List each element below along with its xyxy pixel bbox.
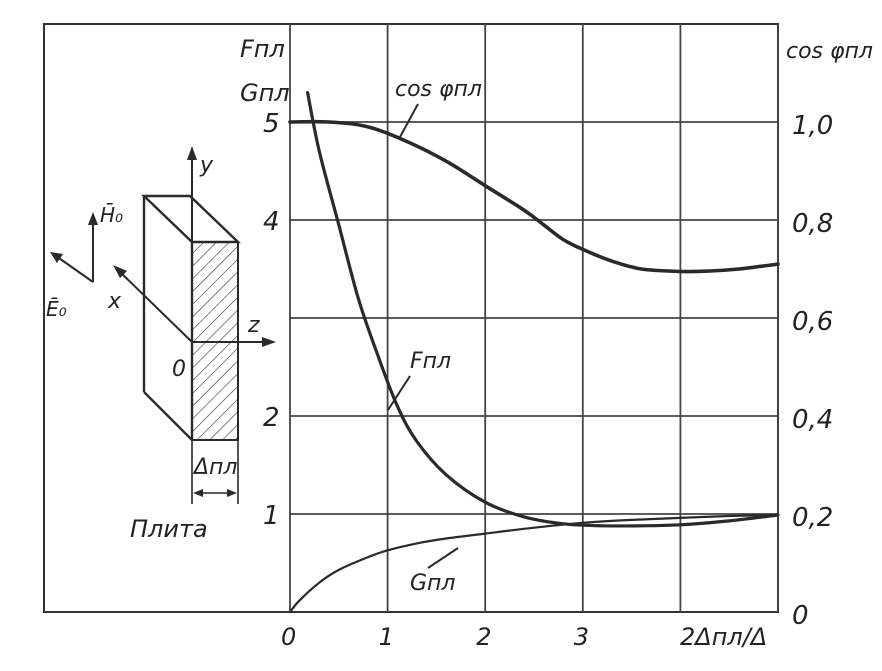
e-vector-line — [55, 255, 94, 283]
series-label-cos-leader — [399, 103, 419, 138]
slab-bottom-edge — [143, 391, 193, 441]
x-axis-arrowhead — [113, 265, 127, 278]
left-axis-label-f: Fпл — [240, 35, 285, 63]
thickness-arrow-right — [227, 489, 237, 497]
origin-label: 0 — [172, 357, 186, 382]
e-vector-arrowhead — [50, 252, 63, 263]
series-label-f-leader — [387, 375, 411, 411]
x-axis-ticks: 0 1 2 3 — [281, 623, 589, 651]
right-tick-label: 0 — [792, 601, 809, 631]
right-tick-label: 0,4 — [792, 405, 833, 435]
left-axis-ticks: 1 2 4 5 — [263, 109, 280, 531]
thickness-arrow-left — [193, 489, 203, 497]
right-axis-ticks: 0 0,2 0,4 0,6 0,8 1,0 — [792, 111, 833, 631]
series-line-f — [306, 91, 780, 528]
x-axis-label: 2Δпл/Δ — [680, 623, 767, 651]
grid-lines — [289, 24, 779, 612]
plot-curves — [288, 91, 780, 614]
series-label-f: Fпл — [410, 349, 451, 374]
right-tick-label: 0,2 — [792, 503, 833, 533]
slab-top-face — [141, 194, 241, 244]
x-tick-label: 1 — [379, 623, 394, 651]
y-axis-letter: y — [199, 153, 214, 178]
slab-diagram: y x z 0 H̄₀ Ē₀ Δпл Плита — [46, 146, 276, 543]
right-tick-label: 0,8 — [792, 209, 833, 239]
series-label-g: Gпл — [410, 571, 456, 596]
right-tick-label: 1,0 — [792, 111, 833, 141]
left-axis-label-g: Gпл — [240, 79, 290, 107]
series-label-g-leader — [427, 547, 459, 569]
x-axis-line — [117, 269, 193, 343]
z-axis-letter: z — [247, 313, 260, 338]
x-tick-label: 2 — [476, 623, 491, 651]
left-tick-label: 1 — [263, 501, 280, 531]
slab-caption: Плита — [130, 515, 208, 543]
series-line-cos-phi — [288, 119, 780, 274]
x-axis-letter: x — [107, 289, 122, 314]
left-tick-label: 5 — [263, 109, 280, 139]
h-vector-label: H̄₀ — [100, 202, 123, 227]
e-vector-label: Ē₀ — [46, 297, 67, 321]
series-line-g — [288, 513, 780, 614]
series-label-cos: cos φпл — [395, 77, 482, 102]
x-tick-label: 3 — [574, 623, 589, 651]
left-tick-label: 2 — [263, 403, 280, 433]
x-tick-label: 0 — [281, 623, 296, 651]
left-tick-label: 4 — [263, 207, 280, 237]
thickness-label: Δпл — [192, 455, 238, 480]
right-tick-label: 0,6 — [792, 307, 833, 337]
y-axis-arrowhead — [187, 146, 197, 160]
h-vector-arrowhead — [88, 212, 98, 225]
right-axis-label: cos φпл — [786, 39, 873, 64]
z-axis-arrowhead — [262, 337, 276, 347]
